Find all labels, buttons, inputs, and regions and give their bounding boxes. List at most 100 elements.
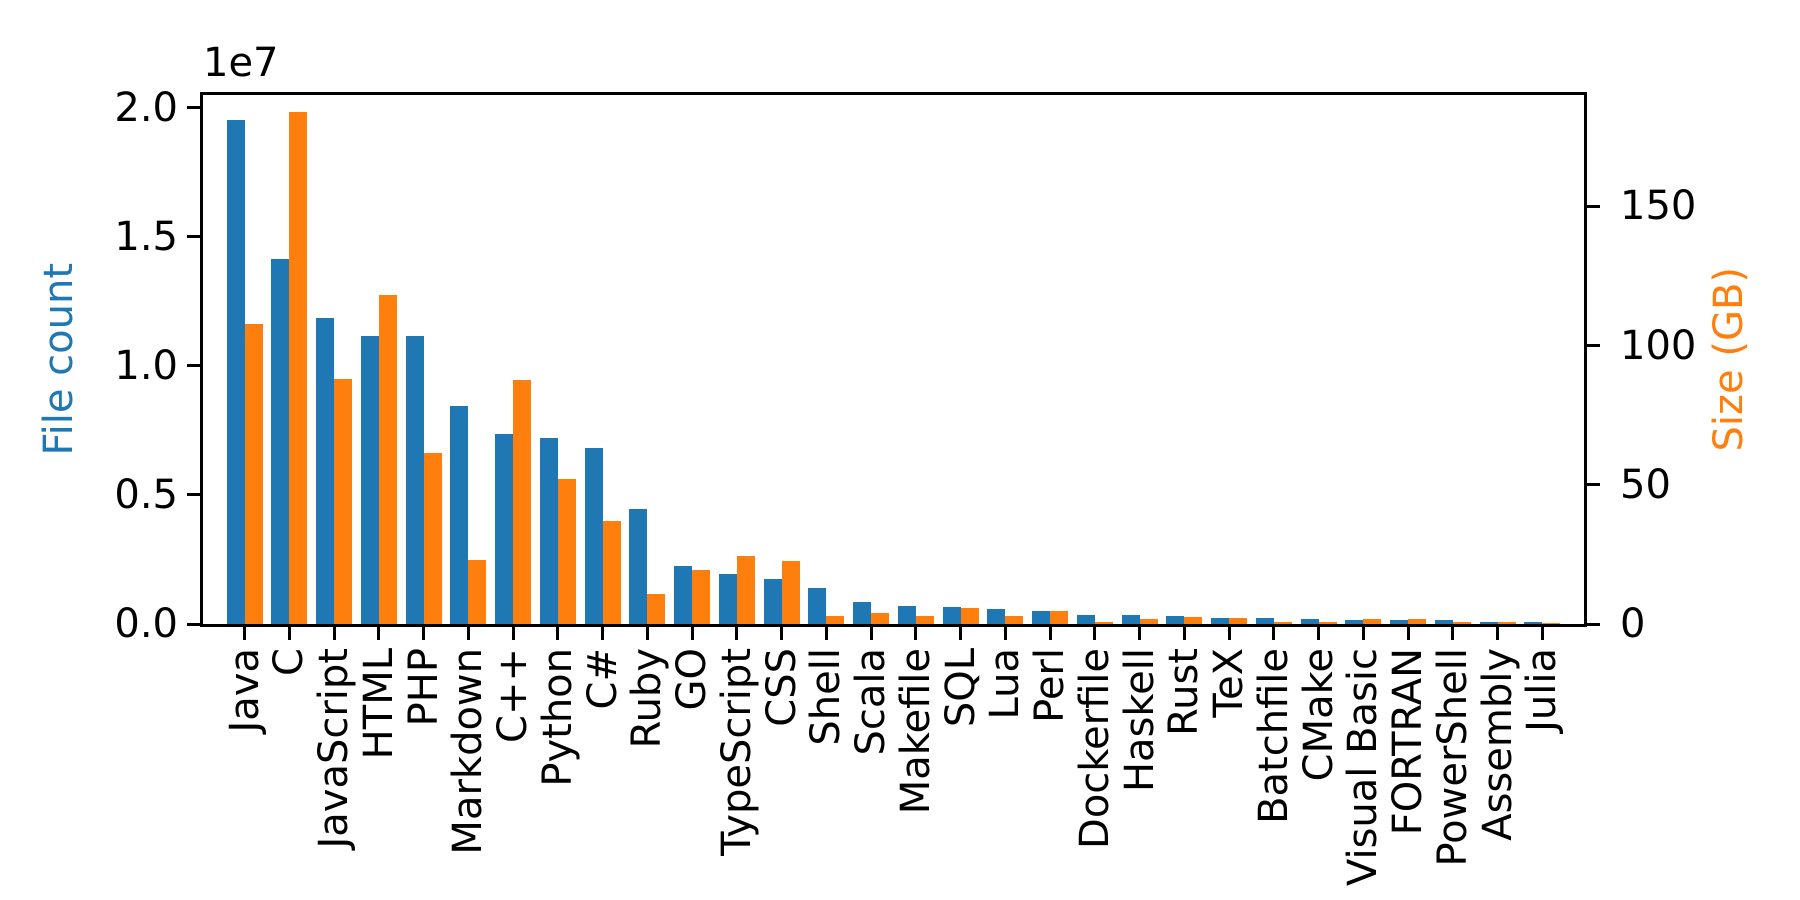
x-tick-label: Visual Basic [1340, 648, 1387, 887]
x-tick-label: Markdown [445, 648, 492, 855]
left-y-tick-label: 2.0 [114, 84, 178, 131]
x-tick-label: Assembly [1474, 648, 1521, 841]
x-tick [1496, 627, 1500, 640]
bar-size-gb [1050, 610, 1069, 624]
x-tick-label: JavaScript [311, 648, 358, 849]
bar-file-count [450, 405, 469, 624]
x-tick [287, 627, 291, 640]
x-tick-label: Makefile [892, 648, 939, 815]
bar-file-count [1211, 617, 1230, 624]
x-tick-label: FORTRAN [1385, 648, 1432, 836]
bar-file-count [853, 602, 872, 624]
bar-size-gb [692, 570, 711, 624]
left-y-tick-label: 1.5 [114, 213, 178, 260]
x-tick [332, 627, 336, 640]
left-y-tick-label: 0.0 [114, 601, 178, 647]
bar-size-gb [244, 324, 263, 624]
left-y-tick [187, 364, 200, 368]
x-tick [1406, 627, 1410, 640]
bar-size-gb [647, 593, 666, 624]
x-tick [422, 627, 426, 640]
x-tick-label: Shell [803, 648, 850, 746]
bar-file-count [1524, 622, 1543, 624]
left-y-tick [187, 493, 200, 497]
x-tick [1003, 627, 1007, 640]
right-axis-title: Size (GB) [1706, 267, 1752, 452]
bar-file-count [1434, 620, 1453, 624]
x-tick [1138, 627, 1142, 640]
x-tick-label: Haskell [1116, 648, 1163, 793]
x-tick [1093, 627, 1097, 640]
bar-size-gb [557, 479, 576, 624]
bar-size-gb [1229, 618, 1248, 624]
x-tick [959, 627, 963, 640]
x-tick [1361, 627, 1365, 640]
bar-size-gb [289, 112, 308, 624]
x-tick-label: HTML [355, 648, 402, 760]
bar-file-count [584, 448, 603, 624]
x-tick-label: Java [221, 648, 268, 733]
bar-file-count [1076, 614, 1095, 624]
bar-size-gb [781, 560, 800, 624]
right-y-tick [1587, 344, 1600, 348]
bar-file-count [405, 335, 424, 624]
left-y-tick-label: 0.5 [114, 471, 178, 518]
bar-size-gb [915, 615, 934, 624]
x-tick [780, 627, 784, 640]
bar-size-gb [602, 521, 621, 624]
right-y-tick-label: 150 [1620, 183, 1697, 230]
bar-file-count [539, 437, 558, 624]
bar-file-count [763, 579, 782, 624]
x-tick [1048, 627, 1052, 640]
bar-file-count [271, 259, 290, 624]
x-tick-label: Perl [1027, 648, 1074, 723]
bar-size-gb [871, 613, 890, 624]
bar-file-count [808, 588, 827, 624]
x-tick [243, 627, 247, 640]
x-tick [466, 627, 470, 640]
x-tick-label: C# [579, 648, 626, 710]
bar-size-gb [1318, 622, 1337, 624]
x-tick-label: Rust [1161, 648, 1208, 736]
bar-file-count [629, 508, 648, 624]
right-y-tick [1587, 204, 1600, 208]
bar-file-count [495, 433, 514, 624]
bar-file-count [1300, 619, 1319, 624]
bar-file-count [1255, 617, 1274, 624]
x-tick-label: PHP [400, 648, 447, 727]
x-tick [511, 627, 515, 640]
right-y-tick-label: 100 [1620, 322, 1697, 369]
bar-size-gb [1497, 621, 1516, 624]
x-tick-label: CSS [758, 648, 805, 727]
bar-file-count [360, 335, 379, 624]
x-tick-label: SQL [937, 648, 984, 728]
bar-file-count [226, 119, 245, 624]
bar-file-count [897, 606, 916, 624]
bar-file-count [1479, 621, 1498, 624]
x-tick [869, 627, 873, 640]
right-y-tick [1587, 483, 1600, 487]
x-tick-label: TypeScript [713, 648, 760, 856]
x-tick-label: Python [534, 648, 581, 787]
bar-file-count [718, 573, 737, 624]
bar-size-gb [1184, 616, 1203, 624]
left-axis-offset-text: 1e7 [203, 40, 279, 86]
bar-size-gb [513, 379, 532, 624]
bar-file-count [987, 609, 1006, 624]
bar-file-count [942, 607, 961, 624]
x-tick-label: Dockerfile [1071, 648, 1118, 849]
bar-size-gb [1452, 622, 1471, 624]
bar-file-count [1032, 611, 1051, 624]
x-tick-label: GO [669, 648, 716, 711]
bar-size-gb [334, 379, 353, 624]
left-y-tick [187, 235, 200, 239]
x-tick [377, 627, 381, 640]
bar-file-count [1390, 620, 1409, 624]
bar-size-gb [826, 615, 845, 624]
x-tick [601, 627, 605, 640]
right-y-tick-label: 50 [1620, 461, 1671, 508]
x-tick-label: Batchfile [1250, 648, 1297, 824]
bar-size-gb [960, 608, 979, 624]
x-tick-label: Scala [848, 648, 895, 756]
